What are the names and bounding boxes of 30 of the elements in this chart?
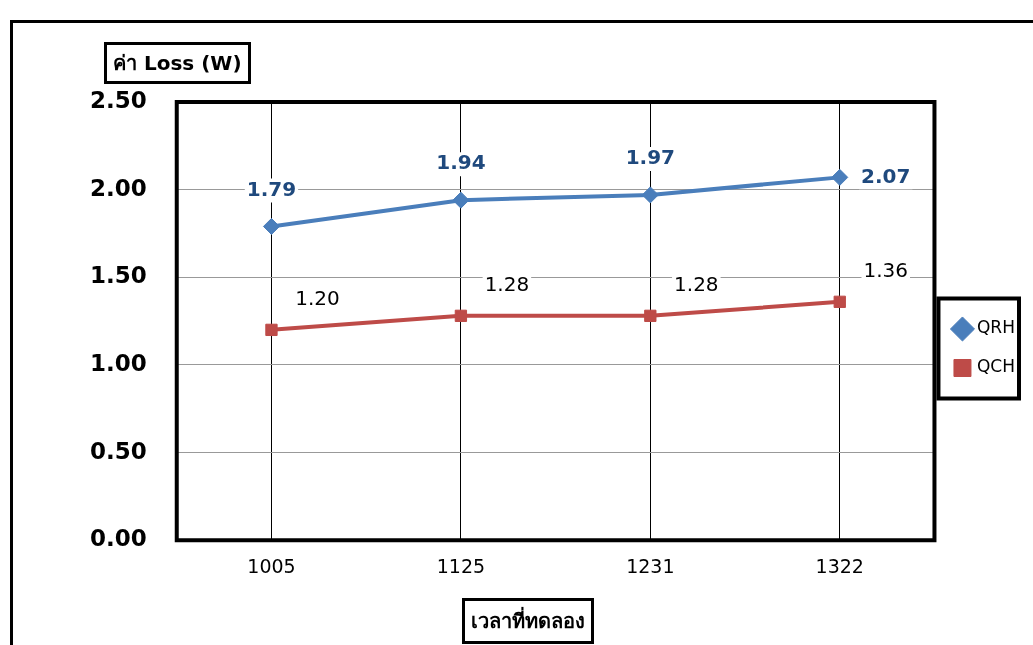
y-tick-label: 2.00 <box>90 174 147 201</box>
y-tick-label: 0.50 <box>90 437 147 464</box>
data-label: 1.97 <box>625 145 675 170</box>
point <box>452 191 470 209</box>
y-tick-label: 0.00 <box>90 525 147 552</box>
point <box>262 217 280 235</box>
data-label: 1.79 <box>246 176 297 201</box>
data-label: 2.07 <box>861 163 911 188</box>
point <box>831 168 849 186</box>
point <box>454 309 468 322</box>
x-tick-label: 1125 <box>436 554 486 577</box>
x-tick-label: 1231 <box>626 554 675 577</box>
y-axis-title: ค่า Loss (W) <box>104 42 251 84</box>
data-label: 1.28 <box>674 272 719 297</box>
y-tick-label: 1.00 <box>90 349 147 376</box>
legend-label: QCH <box>976 356 1016 377</box>
point <box>641 186 659 204</box>
point <box>265 323 278 337</box>
y-tick-label: 1.50 <box>90 262 147 289</box>
x-axis-title: เวลาที่ทดลอง <box>462 598 594 644</box>
x-tick-label: 1322 <box>815 554 864 577</box>
point <box>833 295 846 308</box>
point <box>644 309 657 322</box>
data-label: 1.28 <box>484 272 530 297</box>
x-tick-label: 1005 <box>247 554 296 577</box>
data-label: 1.94 <box>436 150 486 175</box>
legend-label: QRH <box>976 317 1015 338</box>
data-label: 1.36 <box>863 258 909 283</box>
y-tick-label: 2.50 <box>90 86 147 113</box>
data-label: 1.20 <box>295 286 340 311</box>
